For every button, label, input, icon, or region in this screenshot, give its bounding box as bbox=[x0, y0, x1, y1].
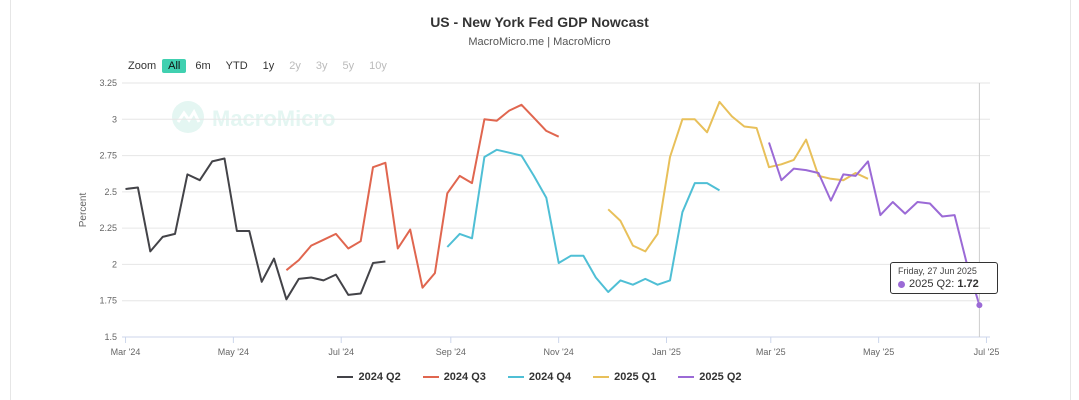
chart-title: US - New York Fed GDP Nowcast bbox=[430, 14, 649, 30]
legend-label: 2024 Q2 bbox=[358, 371, 401, 383]
x-tick-label: Sep '24 bbox=[436, 347, 466, 357]
legend-swatch bbox=[678, 376, 695, 378]
zoom-button-5y[interactable]: 5y bbox=[342, 60, 355, 72]
zoom-button-10y[interactable]: 10y bbox=[369, 60, 387, 72]
series-line-2024-q4 bbox=[446, 148, 721, 293]
tooltip: Friday, 27 Jun 2025 2025 Q2: 1.72 bbox=[890, 262, 998, 294]
line-chart: MacroMicro 3.25 3 2.75 2.5 2.25 2 1.75 1.5 Mar … bbox=[78, 78, 1000, 357]
legend-label: 2025 Q1 bbox=[614, 371, 657, 383]
legend-label: 2024 Q3 bbox=[443, 371, 486, 383]
x-tick-label: Mar '25 bbox=[756, 347, 786, 357]
zoom-button-3y[interactable]: 3y bbox=[315, 60, 328, 72]
legend-item-2024-q4[interactable]: 2024 Q4 bbox=[507, 371, 572, 383]
legend: 2024 Q2 2024 Q3 2024 Q4 2025 Q1 2025 Q2 bbox=[0, 371, 1079, 383]
series-line-2025-q2 bbox=[768, 142, 981, 306]
zoom-label: Zoom bbox=[128, 60, 157, 72]
legend-label: 2025 Q2 bbox=[699, 371, 742, 383]
y-tick-label: 1.5 bbox=[104, 332, 117, 342]
x-tick-label: May '25 bbox=[863, 347, 894, 357]
x-tick-label: Jul '25 bbox=[974, 347, 1000, 357]
tooltip-row: 2025 Q2: 1.72 bbox=[898, 278, 990, 290]
legend-swatch bbox=[593, 376, 610, 378]
y-tick-label: 2.75 bbox=[99, 151, 117, 161]
x-tick-label: Nov '24 bbox=[544, 347, 574, 357]
series-lines bbox=[125, 100, 981, 306]
hover-point bbox=[976, 302, 983, 309]
zoom-button-ytd[interactable]: YTD bbox=[225, 60, 248, 72]
x-tick-label: Jul '24 bbox=[328, 347, 354, 357]
legend-swatch bbox=[337, 376, 354, 378]
series-line-2024-q3 bbox=[285, 103, 560, 289]
x-axis: Mar '24 May '24 Jul '24 Sep '24 Nov '24 Jan '… bbox=[111, 336, 1000, 357]
zoom-button-2y[interactable]: 2y bbox=[289, 60, 301, 72]
y-tick-label: 1.75 bbox=[99, 296, 117, 306]
zoom-button-1y[interactable]: 1y bbox=[262, 60, 275, 72]
legend-item-2024-q3[interactable]: 2024 Q3 bbox=[422, 371, 486, 383]
legend-swatch bbox=[422, 376, 439, 378]
x-tick-label: Mar '24 bbox=[111, 347, 141, 357]
tooltip-series-dot bbox=[898, 280, 905, 288]
x-tick-label: Jan '25 bbox=[652, 347, 681, 357]
chart-subtitle: MacroMicro.me | MacroMicro bbox=[468, 36, 611, 48]
legend-swatch bbox=[507, 376, 524, 378]
watermark-logo: MacroMicro bbox=[172, 101, 335, 133]
legend-item-2025-q1[interactable]: 2025 Q1 bbox=[593, 371, 656, 383]
legend-label: 2024 Q4 bbox=[528, 371, 572, 383]
legend-item-2024-q2[interactable]: 2024 Q2 bbox=[337, 371, 401, 383]
y-tick-label: 3.25 bbox=[99, 78, 117, 88]
zoom-button-all[interactable]: All bbox=[162, 59, 187, 73]
zoom-button-6m[interactable]: 6m bbox=[195, 60, 211, 72]
x-tick-label: May '24 bbox=[218, 347, 249, 357]
tooltip-series-name: 2025 Q2 bbox=[909, 278, 952, 290]
series-line-2024-q2 bbox=[125, 157, 386, 301]
legend-item-2025-q2[interactable]: 2025 Q2 bbox=[678, 371, 742, 383]
series-line-2025-q1 bbox=[607, 100, 869, 253]
tooltip-date: Friday, 27 Jun 2025 bbox=[898, 266, 977, 276]
zoom-toolbar: Zoom All 6m YTD 1y 2y 3y 5y 10y bbox=[128, 58, 396, 74]
y-tick-label: 2.5 bbox=[104, 187, 117, 197]
y-tick-label: 3 bbox=[112, 114, 117, 124]
y-axis-ticks: 3.25 3 2.75 2.5 2.25 2 1.75 1.5 bbox=[99, 78, 117, 342]
tooltip-value: 1.72 bbox=[957, 278, 979, 290]
y-axis-label: Percent bbox=[78, 193, 89, 228]
y-gridlines bbox=[122, 82, 990, 338]
y-tick-label: 2.25 bbox=[99, 223, 117, 233]
chart-container bbox=[10, 0, 1071, 400]
watermark-text: MacroMicro bbox=[212, 106, 335, 131]
y-tick-label: 2 bbox=[112, 259, 117, 269]
